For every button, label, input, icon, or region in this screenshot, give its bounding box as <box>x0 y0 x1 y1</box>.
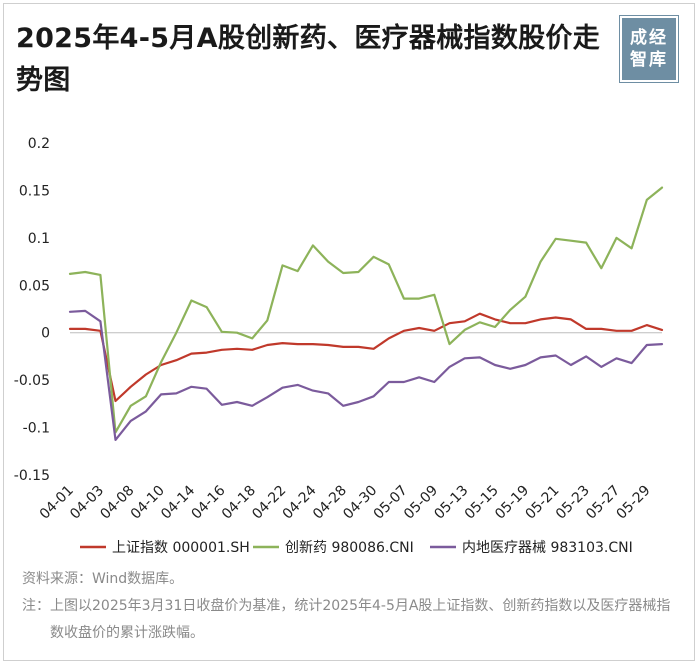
x-tick-label: 04-08 <box>97 483 137 523</box>
y-tick-label: -0.1 <box>23 421 50 437</box>
page-title: 2025年4-5月A股创新药、医疗器械指数股价走势图 <box>16 23 601 96</box>
y-tick-label: 0.2 <box>28 136 50 152</box>
y-tick-label: 0 <box>41 326 50 342</box>
x-tick-label: 04-22 <box>249 483 289 523</box>
x-tick-label: 04-14 <box>158 482 198 522</box>
x-tick-label: 05-13 <box>431 483 471 523</box>
x-tick-label: 05-15 <box>462 483 502 523</box>
y-tick-label: 0.05 <box>19 278 50 294</box>
legend-label: 上证指数 000001.SH <box>112 540 250 556</box>
source-text: 资料来源：Wind数据库。 <box>22 571 184 587</box>
y-axis: 0.2 0.15 0.1 0.05 0 -0.05 -0.1 -0.15 <box>14 136 50 484</box>
brand-logo: 成经 智库 <box>619 15 679 83</box>
x-tick-label: 05-09 <box>401 483 441 523</box>
x-tick-label: 05-21 <box>522 483 562 523</box>
x-tick-label: 04-18 <box>219 483 259 523</box>
y-tick-label: 0.15 <box>19 183 50 199</box>
x-tick-label: 05-27 <box>583 483 623 523</box>
x-tick-label: 04-28 <box>310 483 350 523</box>
series-group <box>68 186 664 441</box>
x-tick-label: 04-01 <box>37 483 77 523</box>
legend: 上证指数 000001.SH 创新药 980086.CNI 内地医疗器械 98310… <box>80 540 633 556</box>
x-tick-label: 04-03 <box>67 483 107 523</box>
x-tick-label: 04-10 <box>128 483 168 523</box>
logo-line-1: 成经 <box>630 28 668 48</box>
legend-label: 创新药 980086.CNI <box>285 540 414 556</box>
x-tick-label: 04-16 <box>189 482 229 522</box>
series-line-0 <box>68 312 664 403</box>
x-tick-label: 05-19 <box>492 483 532 523</box>
x-axis: 04-0104-0304-0804-1004-1404-1604-1804-22… <box>37 482 654 522</box>
x-tick-label: 04-24 <box>280 482 320 522</box>
note: 注： 上图以2025年3月31日收盘价为基准，统计2025年4-5月A股上证指数… <box>22 593 682 647</box>
y-tick-label: -0.15 <box>14 468 50 484</box>
series-line-2 <box>68 309 664 441</box>
series-line-1 <box>68 186 664 434</box>
note-label: 注： <box>22 598 50 614</box>
x-tick-label: 05-07 <box>371 483 411 523</box>
note-text: 上图以2025年3月31日收盘价为基准，统计2025年4-5月A股上证指数、创新… <box>50 598 671 641</box>
x-tick-label: 04-30 <box>340 483 380 523</box>
y-tick-label: 0.1 <box>28 231 50 247</box>
logo-line-2: 智库 <box>630 50 668 70</box>
x-tick-label: 05-23 <box>553 483 593 523</box>
chart-frame <box>3 3 695 661</box>
chart-footer: 资料来源：Wind数据库。 注： 上图以2025年3月31日收盘价为基准，统计2… <box>22 566 682 647</box>
x-tick-label: 05-29 <box>614 483 654 523</box>
legend-label: 内地医疗器械 983103.CNI <box>462 540 633 556</box>
y-tick-label: -0.05 <box>14 373 50 389</box>
